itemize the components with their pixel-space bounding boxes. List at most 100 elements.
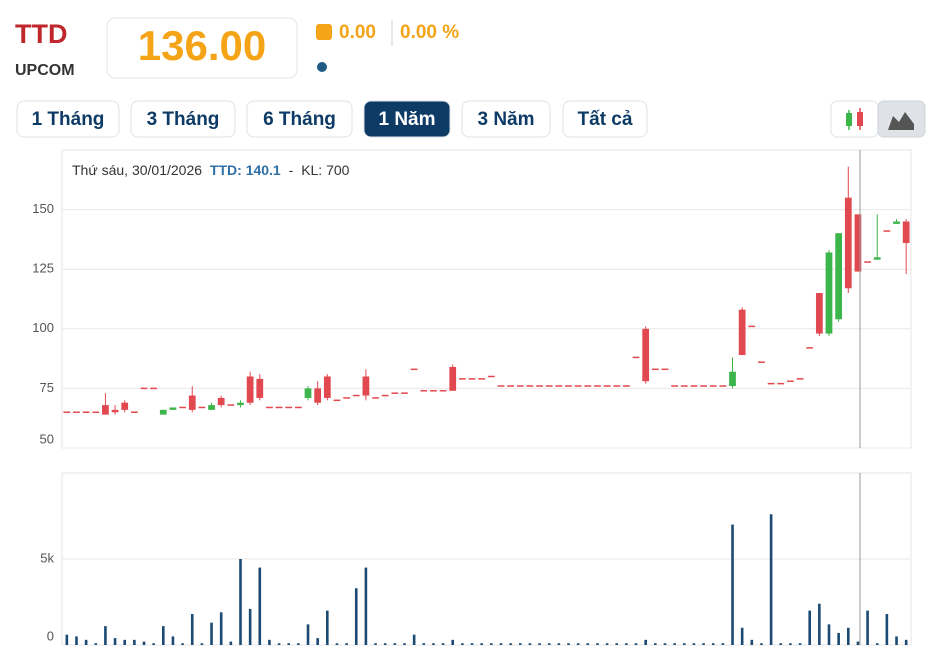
icon (846, 113, 852, 126)
volume-bar (200, 643, 204, 645)
volume-bar (711, 643, 715, 645)
volume-bar (625, 643, 628, 645)
volume-bar (567, 643, 570, 645)
volume-bar (123, 639, 127, 645)
volume-bar (65, 634, 69, 645)
y-tick-label: 125 (32, 261, 54, 276)
volume-bar (509, 643, 512, 645)
volume-bar (133, 639, 136, 645)
volume-bar (162, 626, 165, 645)
candle-body (700, 385, 707, 387)
y-tick-label: 75 (40, 380, 54, 395)
volume-bar (518, 643, 522, 645)
volume-bar (692, 643, 696, 645)
candle-body (478, 378, 486, 380)
price-plot: 50 75 100 125 150 (32, 166, 911, 449)
y-tick-label: 5k (40, 550, 54, 565)
candle-body (719, 385, 727, 387)
candle-body (227, 404, 235, 406)
candle-body (285, 406, 293, 409)
tab-label: 3 Tháng (147, 109, 220, 130)
tab[interactable] (562, 100, 648, 138)
volume-bar (248, 608, 252, 645)
volume-bar (364, 567, 368, 645)
candle-body (777, 382, 785, 385)
volume-bar (731, 524, 734, 645)
volume-bar (190, 614, 194, 645)
volume-bar (432, 643, 435, 645)
y-tick-label: 0 (47, 628, 54, 643)
candle-body (92, 411, 100, 413)
tab[interactable] (246, 100, 353, 138)
volume-bar (538, 643, 541, 645)
volume-bar (219, 612, 223, 645)
volume-bar (528, 643, 532, 645)
tab-label: 1 Tháng (32, 109, 105, 130)
volume-bar (875, 643, 879, 645)
candle-body (449, 366, 457, 391)
volume-bar (326, 610, 329, 645)
volume-bar (760, 643, 763, 645)
volume-bar (470, 643, 474, 645)
candle-body (565, 385, 572, 387)
candle-body (352, 394, 360, 397)
candle-body (246, 376, 254, 403)
volume-bar (316, 638, 319, 645)
tab-label: Tất cả (578, 109, 633, 130)
candle-body (497, 385, 505, 387)
candle-body (574, 385, 582, 387)
candle-body (73, 411, 80, 413)
candle-body (304, 388, 312, 398)
candle-body (468, 378, 476, 380)
y-tick-label: 50 (40, 431, 54, 446)
candle-body (873, 257, 881, 260)
candle-body (102, 405, 109, 415)
volume-bar (769, 514, 773, 645)
candle-body (854, 214, 862, 272)
volume-bar (615, 643, 619, 645)
candle-body (526, 385, 534, 387)
volume-bar (345, 643, 348, 645)
volume-bar (895, 636, 898, 645)
candle-body (709, 385, 717, 387)
change-icon (316, 24, 332, 40)
tabs: 1 Tháng 3 Tháng 6 Tháng 1 Năm 3 Năm Tất cả (16, 100, 648, 138)
volume-bar (798, 643, 802, 645)
candle-body (815, 293, 823, 334)
candle-body (266, 406, 273, 409)
volume-bar (461, 643, 464, 645)
volume-bar (354, 588, 358, 645)
icon (888, 112, 914, 130)
candle-body (671, 385, 679, 387)
tab[interactable] (363, 100, 451, 138)
volume-bar (654, 643, 657, 645)
candle-body (323, 376, 331, 398)
candle-body (401, 392, 408, 394)
exchange: UPCOM (15, 62, 75, 79)
y-tick-label: 150 (32, 201, 54, 216)
candle-body (487, 375, 495, 378)
volume-bar (808, 610, 811, 645)
candle-body (130, 411, 138, 413)
candle-body (82, 411, 90, 413)
volume-bar (866, 610, 869, 645)
volume-bar (152, 643, 155, 645)
candle-body (410, 368, 418, 371)
candle-body (63, 411, 71, 413)
tab[interactable] (130, 100, 236, 138)
volume-bar (644, 639, 647, 645)
tab[interactable] (461, 100, 551, 138)
candle-body (536, 385, 543, 387)
volume-bar (277, 643, 281, 645)
tab-label: 3 Năm (477, 109, 534, 130)
volume-bar (239, 559, 242, 645)
candle-body (613, 385, 621, 387)
candle-body (121, 402, 129, 410)
tab[interactable] (16, 100, 120, 138)
candle-body (690, 385, 698, 387)
candle-button[interactable] (830, 100, 879, 138)
volume-bar (403, 643, 406, 645)
candle-body (594, 385, 601, 387)
volume-bar (268, 639, 271, 645)
candle-body (555, 385, 563, 387)
